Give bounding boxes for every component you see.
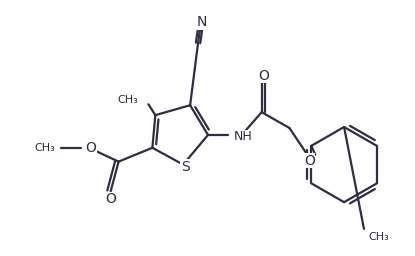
Text: O: O [85, 141, 96, 155]
Text: CH₃: CH₃ [118, 95, 139, 105]
Text: O: O [304, 154, 315, 168]
Text: CH₃: CH₃ [368, 232, 389, 242]
Text: NH: NH [234, 130, 253, 143]
Text: O: O [105, 192, 116, 206]
Text: N: N [197, 15, 207, 29]
Text: CH₃: CH₃ [34, 143, 55, 153]
Text: O: O [258, 69, 269, 83]
Text: S: S [181, 159, 190, 174]
